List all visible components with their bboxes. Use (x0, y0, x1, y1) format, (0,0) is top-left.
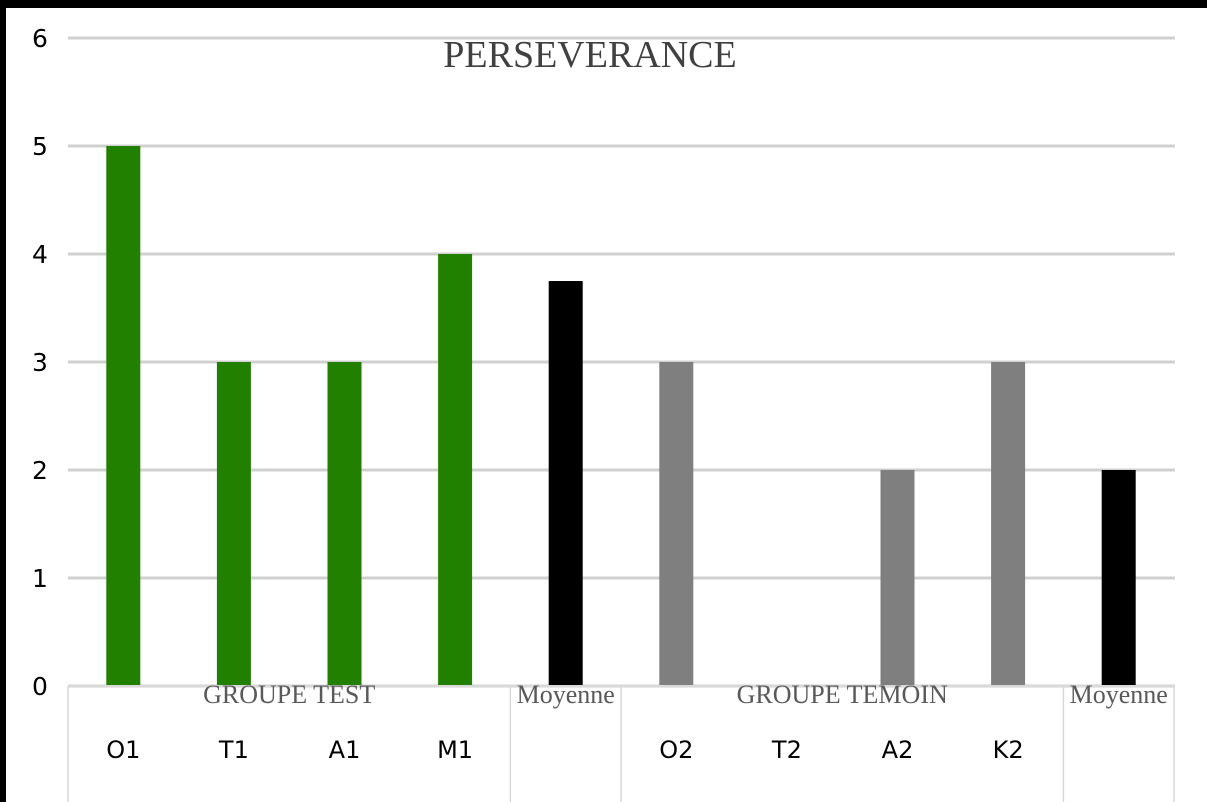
bar (216, 362, 251, 686)
group-label: GROUPE TEST (203, 680, 375, 709)
y-tick-label: 6 (32, 24, 48, 53)
x-axis-table (67, 685, 1175, 802)
y-tick-label: 5 (32, 132, 48, 161)
x-tick-label: O1 (106, 736, 140, 764)
x-tick-label: M1 (437, 736, 473, 764)
bar (548, 281, 583, 686)
x-tick-label: T2 (771, 736, 802, 764)
x-tick-label: K2 (993, 736, 1024, 764)
group-label: GROUPE TEMOIN (737, 680, 948, 709)
x-axis-labels: O1 T1 A1 M1 O2 T2 A2 K2 (106, 736, 1023, 764)
y-tick-label: 3 (32, 348, 48, 377)
bar (991, 362, 1026, 686)
x-tick-label: A2 (882, 736, 914, 764)
y-tick-label: 0 (32, 672, 48, 701)
x-tick-label: A1 (329, 736, 361, 764)
x-tick-label: T1 (218, 736, 249, 764)
bar (659, 362, 694, 686)
y-axis-ticks: 0 1 2 3 4 5 6 (32, 24, 48, 701)
bar (106, 146, 141, 686)
bar (327, 362, 362, 686)
chart-title: PERSEVERANCE (443, 34, 736, 76)
bar (438, 254, 473, 686)
y-tick-label: 2 (32, 456, 48, 485)
group-label: Moyenne (1070, 680, 1168, 709)
x-tick-label: O2 (659, 736, 693, 764)
y-tick-label: 4 (32, 240, 48, 269)
bar (880, 470, 915, 686)
y-tick-label: 1 (32, 564, 48, 593)
bar (1101, 470, 1136, 686)
group-labels: GROUPE TEST Moyenne GROUPE TEMOIN Moyenne (203, 680, 1168, 709)
bars (106, 146, 1136, 686)
group-label: Moyenne (517, 680, 615, 709)
